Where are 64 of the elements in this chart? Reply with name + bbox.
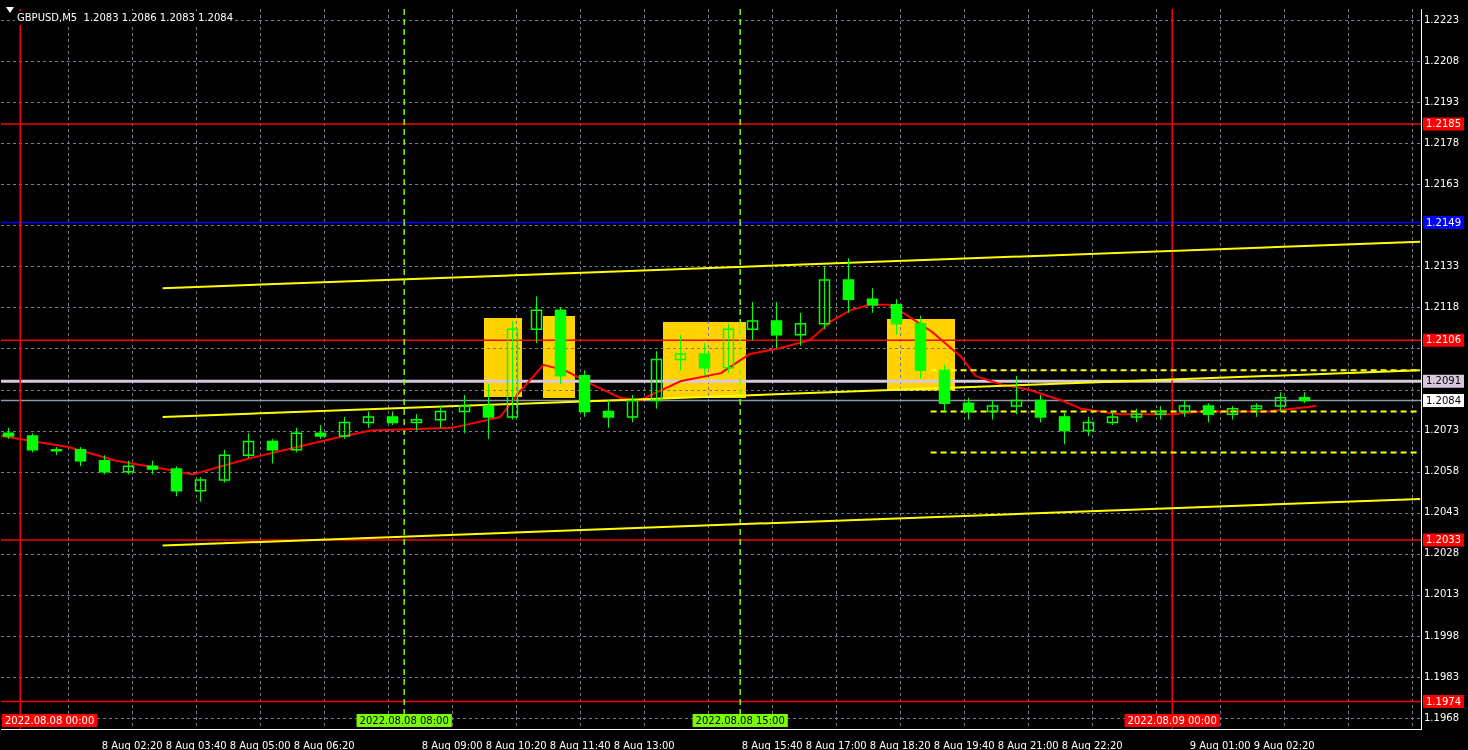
x-tick-label: 8 Aug 11:40 xyxy=(549,739,611,750)
x-tick-label: 8 Aug 02:20 xyxy=(101,739,163,750)
y-tick-label: 1.2133 xyxy=(1424,259,1459,271)
ref-line-label: 1.2106 xyxy=(1426,334,1461,346)
ref-line-label: 2022.08.08 15:00 xyxy=(695,714,785,726)
candlestick xyxy=(194,476,207,503)
candlestick xyxy=(506,320,519,421)
candlestick xyxy=(242,432,255,459)
candlestick xyxy=(1010,375,1023,415)
ref-line-label: 1.2033 xyxy=(1426,534,1461,546)
candlestick xyxy=(1274,391,1287,412)
x-tick-label: 8 Aug 06:20 xyxy=(293,739,355,750)
y-tick-label: 1.2043 xyxy=(1424,506,1459,518)
candlestick xyxy=(218,449,231,484)
candlestick xyxy=(434,405,447,429)
x-tick-label: 8 Aug 19:40 xyxy=(933,739,995,750)
x-tick-label: 8 Aug 13:00 xyxy=(613,739,675,750)
candlestick xyxy=(746,301,759,341)
y-tick-label: 1.2178 xyxy=(1424,136,1459,148)
y-tick-label: 1.1968 xyxy=(1424,711,1459,723)
candlestick xyxy=(410,413,423,432)
y-tick-label: 1.2163 xyxy=(1424,177,1459,189)
y-tick-label: 1.2223 xyxy=(1424,13,1459,25)
y-tick-label: 1.1998 xyxy=(1424,629,1459,641)
candlestick xyxy=(290,427,303,453)
x-tick-label: 8 Aug 03:40 xyxy=(165,739,227,750)
y-tick-label: 1.1983 xyxy=(1424,670,1459,682)
x-tick-label: 8 Aug 10:20 xyxy=(485,739,547,750)
x-tick-label: 8 Aug 22:20 xyxy=(1061,739,1123,750)
candlestick xyxy=(986,399,999,421)
ref-line-label: 2022.08.08 08:00 xyxy=(359,714,449,726)
y-tick-label: 1.2028 xyxy=(1424,547,1459,559)
x-tick-label: 9 Aug 01:00 xyxy=(1189,739,1251,750)
ref-line-label: 2022.08.08 00:00 xyxy=(5,714,95,726)
y-tick-label: 1.2073 xyxy=(1424,424,1459,436)
candlestick xyxy=(530,295,543,344)
candlestick xyxy=(674,334,687,371)
x-tick-label: 8 Aug 18:20 xyxy=(869,739,931,750)
y-tick-label: 1.2208 xyxy=(1424,54,1459,66)
x-tick-label: 8 Aug 05:00 xyxy=(229,739,291,750)
y-tick-label: 1.2193 xyxy=(1424,95,1459,107)
chart-title: GBPUSD,M5 1.2083 1.2086 1.2083 1.2084 xyxy=(17,11,234,23)
x-tick-label: 8 Aug 21:00 xyxy=(997,739,1059,750)
candlestick xyxy=(458,394,471,434)
y-tick-label: 1.2058 xyxy=(1424,465,1459,477)
ref-line-label: 1.2084 xyxy=(1426,394,1461,406)
candlestick xyxy=(626,394,639,423)
ref-line-label: 1.2185 xyxy=(1426,118,1461,130)
candlestick xyxy=(722,323,735,374)
candlestick xyxy=(794,312,807,347)
y-tick-label: 1.2118 xyxy=(1424,301,1459,312)
ref-line-label: 2022.08.09 00:00 xyxy=(1127,714,1217,726)
x-tick-label: 8 Aug 15:40 xyxy=(741,739,803,750)
candlestick xyxy=(650,350,663,410)
y-tick-label: 1.2013 xyxy=(1424,588,1459,600)
ref-line-label: 1.2091 xyxy=(1426,375,1461,387)
ref-line-label: 1.2149 xyxy=(1426,216,1461,228)
x-tick-label: 8 Aug 09:00 xyxy=(421,739,483,750)
x-tick-label: 8 Aug 17:00 xyxy=(805,739,867,750)
candlestick xyxy=(338,416,351,440)
candlestick xyxy=(1082,416,1095,437)
candlestick xyxy=(818,265,831,330)
ref-line-label: 1.1974 xyxy=(1426,695,1461,707)
x-tick-label: 9 Aug 02:20 xyxy=(1253,739,1315,750)
